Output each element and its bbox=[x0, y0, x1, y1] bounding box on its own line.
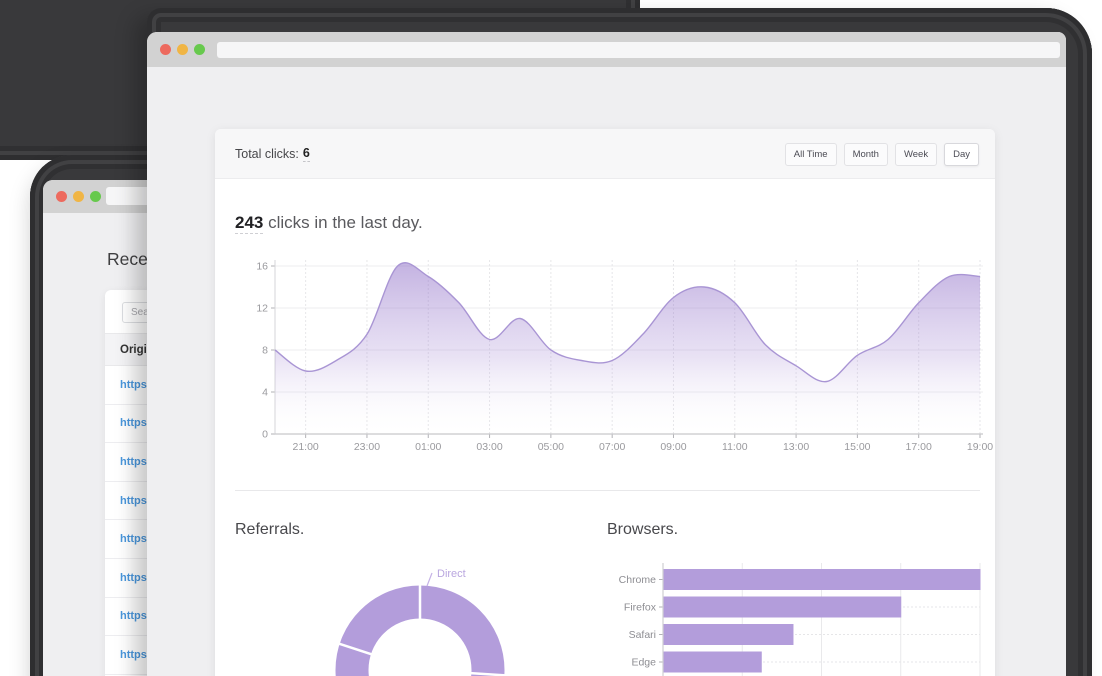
clicks-count: 243 bbox=[235, 213, 264, 234]
original-url-link[interactable]: https: bbox=[120, 610, 151, 623]
svg-text:Firefox: Firefox bbox=[624, 602, 657, 614]
svg-text:19:00: 19:00 bbox=[967, 441, 993, 453]
zoom-window-button[interactable] bbox=[194, 44, 205, 55]
svg-text:Chrome: Chrome bbox=[619, 574, 657, 586]
original-url-link[interactable]: https: bbox=[120, 648, 151, 661]
table-header-label: Origi bbox=[120, 343, 147, 356]
svg-text:16: 16 bbox=[256, 261, 268, 273]
time-filter-group: All Time Month Week Day bbox=[784, 143, 979, 166]
analytics-window: Total clicks: 6 All Time Month Week Day 243… bbox=[147, 8, 1092, 676]
original-url-link[interactable]: https: bbox=[120, 417, 151, 430]
window-controls bbox=[160, 32, 205, 67]
browsers-bar-chart: ChromeFirefoxSafariEdgeOther bbox=[619, 563, 981, 676]
svg-text:01:00: 01:00 bbox=[415, 441, 441, 453]
close-window-button[interactable] bbox=[160, 44, 171, 55]
svg-text:4: 4 bbox=[262, 387, 268, 399]
analytics-content: Total clicks: 6 All Time Month Week Day 243… bbox=[147, 67, 1066, 676]
svg-text:Edge: Edge bbox=[631, 657, 656, 669]
svg-text:05:00: 05:00 bbox=[538, 441, 564, 453]
analytics-window-body: Total clicks: 6 All Time Month Week Day 243… bbox=[147, 32, 1066, 676]
section-divider bbox=[235, 490, 980, 491]
address-bar[interactable] bbox=[217, 42, 1060, 58]
clicks-headline: 243 clicks in the last day. bbox=[235, 213, 423, 234]
svg-text:07:00: 07:00 bbox=[599, 441, 625, 453]
svg-text:09:00: 09:00 bbox=[660, 441, 686, 453]
filter-button-day[interactable]: Day bbox=[944, 143, 979, 166]
browsers-title: Browsers. bbox=[607, 521, 679, 538]
svg-text:13:00: 13:00 bbox=[783, 441, 809, 453]
zoom-window-button[interactable] bbox=[90, 191, 101, 202]
original-url-link[interactable]: https: bbox=[120, 533, 151, 546]
original-url-link[interactable]: https: bbox=[120, 455, 151, 468]
svg-text:23:00: 23:00 bbox=[354, 441, 380, 453]
stats-card: Total clicks: 6 All Time Month Week Day 243… bbox=[215, 129, 995, 676]
total-clicks: Total clicks: 6 bbox=[235, 129, 310, 179]
total-clicks-label: Total clicks: bbox=[235, 147, 299, 161]
svg-text:03:00: 03:00 bbox=[476, 441, 502, 453]
stats-card-header: Total clicks: 6 All Time Month Week Day bbox=[215, 129, 995, 179]
window-controls bbox=[56, 180, 101, 213]
original-url-link[interactable]: https: bbox=[120, 571, 151, 584]
analytics-titlebar bbox=[147, 32, 1066, 67]
filter-button-month[interactable]: Month bbox=[843, 143, 888, 166]
filter-button-week[interactable]: Week bbox=[894, 143, 938, 166]
clicks-headline-text: clicks in the last day. bbox=[263, 213, 423, 232]
svg-text:21:00: 21:00 bbox=[293, 441, 319, 453]
svg-text:Direct: Direct bbox=[437, 568, 466, 580]
original-url-link[interactable]: https: bbox=[120, 494, 151, 507]
recent-links-heading: Recen bbox=[107, 249, 158, 269]
referrals-title: Referrals. bbox=[235, 521, 305, 538]
svg-text:12: 12 bbox=[256, 303, 268, 315]
svg-text:Safari: Safari bbox=[629, 629, 656, 641]
svg-text:17:00: 17:00 bbox=[906, 441, 932, 453]
minimize-window-button[interactable] bbox=[73, 191, 84, 202]
svg-text:11:00: 11:00 bbox=[722, 441, 748, 453]
svg-text:0: 0 bbox=[262, 429, 268, 441]
original-url-link[interactable]: https: bbox=[120, 378, 151, 391]
total-clicks-value: 6 bbox=[302, 146, 310, 162]
minimize-window-button[interactable] bbox=[177, 44, 188, 55]
referrals-donut-chart: Direct bbox=[335, 568, 506, 676]
close-window-button[interactable] bbox=[56, 191, 67, 202]
clicks-area-chart: 0 4 8 12 16 21:00 23:00 01:00 03:00 05:00 07:00 09:… bbox=[256, 260, 993, 453]
svg-text:15:00: 15:00 bbox=[844, 441, 870, 453]
svg-text:8: 8 bbox=[262, 345, 268, 357]
filter-button-all-time[interactable]: All Time bbox=[784, 143, 837, 166]
